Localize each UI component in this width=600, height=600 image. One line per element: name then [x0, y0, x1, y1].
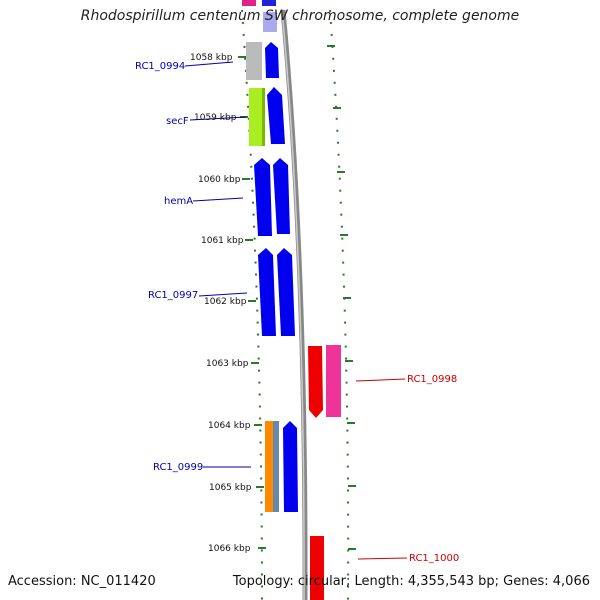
gene-top-partial-blue: [262, 0, 276, 6]
map-title: Rhodospirillum centenum SW chromosome, c…: [80, 8, 520, 24]
kbp-label: 1061 kbp: [201, 236, 244, 246]
kbp-label: 1062 kbp: [204, 297, 247, 307]
gene-rc1-0999-slate: [273, 421, 279, 512]
gene-label[interactable]: hemA: [164, 196, 193, 207]
kbp-label: 1063 kbp: [206, 359, 249, 369]
gene-label[interactable]: RC1_0998: [407, 374, 457, 385]
leader-lines: [184, 61, 408, 560]
gene-label[interactable]: RC1_0994: [135, 61, 185, 72]
accession-text: Accession: NC_011420: [8, 574, 156, 589]
gene-rc1-1000: [310, 536, 324, 600]
gene-label[interactable]: secF: [166, 116, 189, 127]
kbp-ticks: [238, 45, 356, 550]
gene-hema-right: [273, 158, 290, 234]
gene-rc1-0994-grey: [246, 42, 262, 80]
gene-hema-left: [254, 158, 272, 236]
gene-top-partial-magenta: [242, 0, 256, 6]
gene-secf: [249, 88, 265, 146]
chromosome-backbone: [280, 9, 308, 600]
topology-text: Topology: circular; Length: 4,355,543 bp…: [232, 574, 590, 589]
kbp-label: 1065 kbp: [209, 483, 252, 493]
gene-rc1-0999-orange: [265, 421, 273, 512]
gene-label-group: RC1_0994 secF hemA RC1_0997 RC1_0999 RC1…: [135, 61, 459, 564]
gene-secf-blue: [267, 87, 285, 144]
kbp-label: 1064 kbp: [208, 421, 251, 431]
kbp-label: 1066 kbp: [208, 544, 251, 554]
gene-label[interactable]: RC1_1000: [409, 553, 459, 564]
gene-top-partial-lavender: [263, 12, 277, 32]
kbp-label-group: 1058 kbp 1059 kbp 1060 kbp 1061 kbp 1062…: [190, 53, 252, 554]
gene-rc1-0994-blue: [265, 42, 279, 78]
kbp-label: 1058 kbp: [190, 53, 233, 63]
gene-rc1-0998-pink: [326, 345, 341, 417]
gene-label[interactable]: RC1_0999: [153, 462, 203, 473]
gene-rc1-0998-red: [308, 346, 323, 418]
kbp-label: 1059 kbp: [194, 113, 237, 123]
gene-rc1-0999-blue: [283, 421, 298, 512]
kbp-label: 1060 kbp: [198, 175, 241, 185]
gene-label[interactable]: RC1_0997: [148, 290, 198, 301]
gene-rc1-0997-right: [277, 248, 295, 336]
gene-rc1-0997-left: [258, 248, 276, 336]
